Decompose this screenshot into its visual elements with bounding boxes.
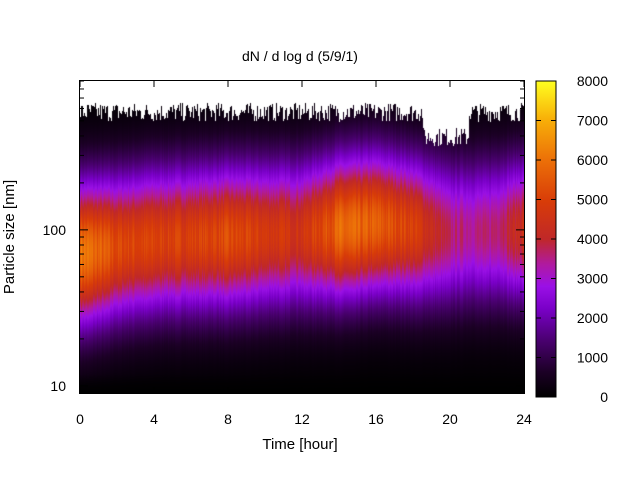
colorbar-tick-label: 3000 — [577, 271, 608, 287]
colorbar-tick-label: 7000 — [577, 113, 608, 129]
y-axis-label: Particle size [nm] — [1, 180, 18, 294]
y-tick-label: 10 — [50, 378, 66, 394]
x-tick-label: 8 — [224, 411, 232, 427]
x-tick-label: 4 — [150, 411, 158, 427]
plot-frame — [79, 80, 525, 394]
colorbar-tick-label: 0 — [600, 389, 608, 405]
colorbar-tick-label: 5000 — [577, 192, 608, 208]
heatmap-area — [80, 81, 524, 393]
x-axis: 0 4 8 12 16 20 24 — [76, 81, 532, 427]
colorbar-tick-label: 6000 — [577, 152, 608, 168]
x-tick-label: 12 — [294, 411, 310, 427]
colorbar-tick-label: 8000 — [577, 73, 608, 89]
x-tick-label: 20 — [442, 411, 458, 427]
colorbar-tick-label: 1000 — [577, 350, 608, 366]
colorbar-ticks: 0 1000 2000 3000 4000 5000 6000 7000 8000 — [536, 73, 608, 405]
chart-title: dN / d log d (5/9/1) — [242, 48, 358, 64]
colorbar-tick-label: 4000 — [577, 231, 608, 247]
x-tick-label: 16 — [368, 411, 384, 427]
x-axis-label: Time [hour] — [262, 436, 337, 453]
x-tick-label: 0 — [76, 411, 84, 427]
x-tick-label: 24 — [516, 411, 532, 427]
y-axis: 10 100 — [43, 80, 524, 394]
colorbar-tick-label: 2000 — [577, 310, 608, 326]
y-tick-label: 100 — [43, 222, 67, 238]
